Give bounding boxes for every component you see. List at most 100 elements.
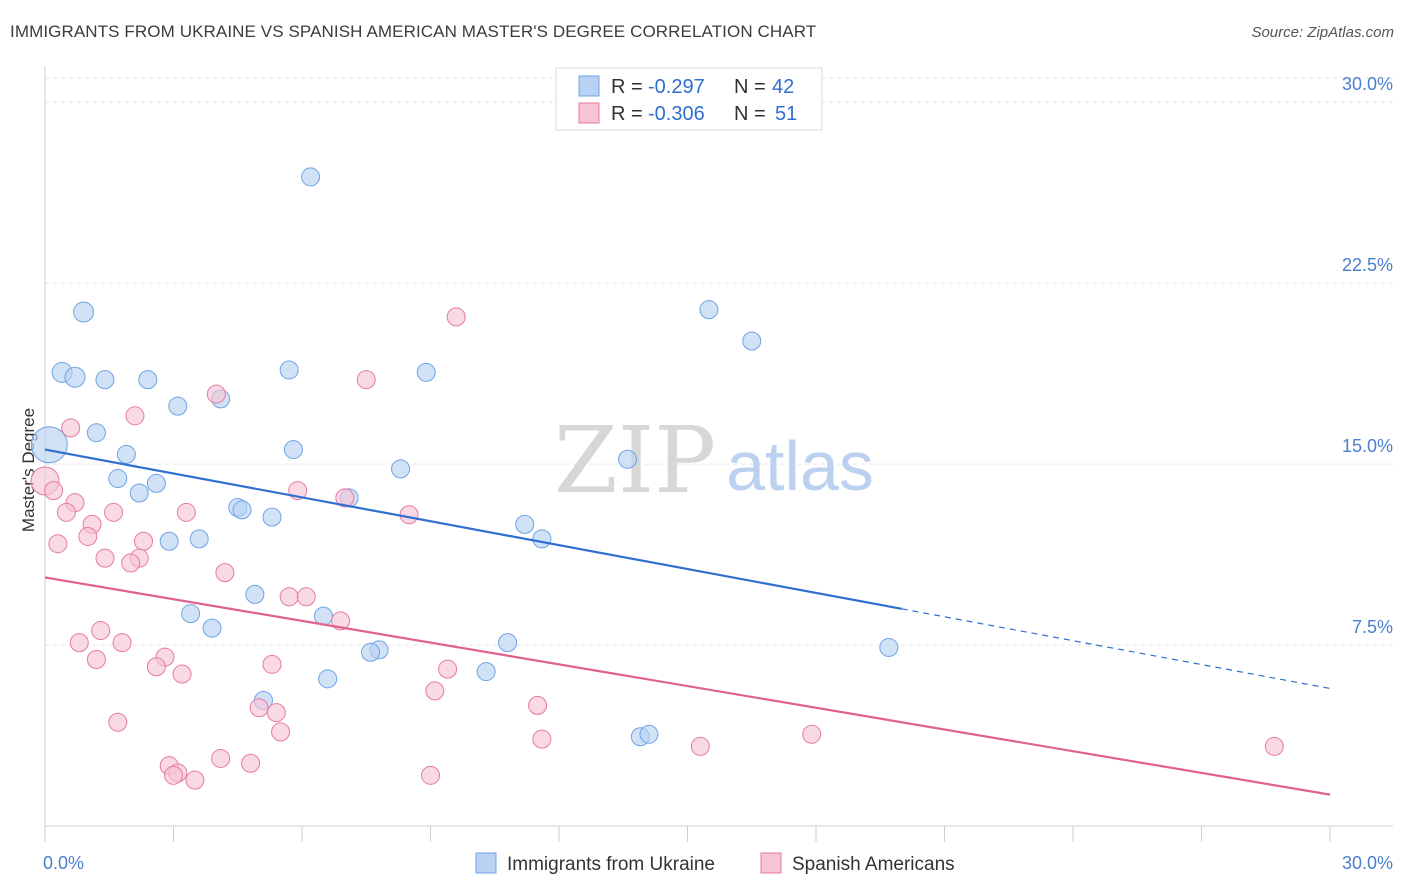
y-tick-label: 22.5% [1342, 255, 1393, 275]
ukraine-point [129, 483, 149, 503]
legend-r-label-2: R = [611, 103, 643, 125]
ukraine-point [245, 584, 265, 604]
chart-title: IMMIGRANTS FROM UKRAINE VS SPANISH AMERI… [10, 22, 817, 41]
legend-n-value-1: 42 [772, 76, 794, 98]
y-tick-labels: 7.5% 15.0% 22.5% 30.0% [1342, 74, 1393, 637]
legend-r-value-2: -0.306 [648, 103, 705, 125]
spanish-point [121, 553, 141, 573]
ukraine-trend-extension [901, 608, 1331, 690]
spanish-point [78, 526, 98, 546]
spanish-point [164, 765, 183, 785]
grid-lines [45, 77, 1393, 646]
ukraine-point [73, 301, 95, 323]
watermark: ZIP atlas [554, 407, 874, 514]
spanish-point [185, 770, 205, 790]
bottom-legend-spanish: Spanish Americans [792, 854, 955, 875]
axes [44, 66, 1393, 842]
spanish-point [399, 505, 419, 525]
ukraine-point [279, 360, 299, 380]
spanish-point [134, 531, 154, 551]
spanish-point [438, 659, 458, 679]
ukraine-point [532, 529, 552, 549]
spanish-trend-line [44, 576, 1331, 796]
stats-legend: R = -0.297 N = 42 R = -0.306 N = 51 [555, 67, 823, 131]
ukraine-point [879, 637, 899, 657]
spanish-point [241, 753, 261, 773]
spanish-point [61, 418, 81, 438]
spanish-point [421, 765, 440, 785]
spanish-point [91, 621, 111, 641]
spanish-point [125, 406, 145, 426]
chart-source: Source: ZipAtlas.com [1251, 24, 1394, 41]
spanish-point [206, 384, 226, 404]
spanish-point [532, 729, 552, 749]
x-tick-label: 0.0% [43, 853, 84, 873]
ukraine-point [138, 370, 158, 390]
ukraine-point [64, 366, 86, 388]
legend-swatch-ukraine [578, 75, 600, 97]
spanish-point [86, 650, 106, 670]
x-tick-labels: 0.0% 30.0% [43, 853, 1393, 873]
bottom-legend-swatch-spanish [760, 852, 782, 874]
ukraine-point [476, 662, 496, 682]
spanish-point [266, 703, 286, 723]
legend-box [555, 67, 823, 131]
spanish-point [56, 502, 76, 522]
ukraine-point [108, 469, 128, 489]
trend-lines [44, 448, 1331, 796]
ukraine-point [283, 440, 303, 460]
ukraine-point [159, 531, 179, 551]
x-tick-label: 30.0% [1342, 853, 1393, 873]
ukraine-point [202, 618, 222, 638]
spanish-point [262, 654, 282, 674]
spanish-point [69, 633, 89, 653]
legend-n-label-2: N = [734, 103, 766, 125]
spanish-point [146, 657, 166, 677]
ukraine-trend-line [44, 448, 902, 610]
spanish-point [446, 307, 466, 327]
spanish-point [271, 722, 291, 742]
spanish-point [172, 664, 192, 684]
ukraine-point [86, 423, 106, 443]
spanish-point [104, 502, 124, 522]
y-tick-label: 30.0% [1342, 74, 1393, 94]
legend-r-label-1: R = [611, 76, 643, 98]
ukraine-point [232, 500, 252, 520]
spanish-point [108, 712, 128, 732]
spanish-point [356, 370, 376, 390]
ukraine-point [699, 300, 719, 320]
ukraine-point [95, 370, 115, 390]
spanish-point [690, 736, 710, 756]
spanish-point [176, 502, 196, 522]
spanish-point [95, 548, 115, 568]
ukraine-point [639, 724, 659, 744]
ukraine-point [116, 444, 136, 464]
series-legend: Immigrants from Ukraine Spanish American… [475, 852, 955, 875]
ukraine-point [498, 633, 518, 653]
ukraine-point [181, 604, 201, 624]
spanish-point [335, 488, 355, 508]
spanish-point [425, 681, 445, 701]
spanish-point [215, 563, 235, 583]
spanish-point [331, 611, 351, 631]
y-tick-label: 7.5% [1352, 617, 1393, 637]
spanish-point [249, 698, 269, 718]
series-ukraine-points [30, 167, 899, 747]
spanish-point [48, 534, 68, 554]
ukraine-point [318, 669, 338, 689]
legend-swatch-spanish [578, 102, 600, 124]
ukraine-point [742, 331, 762, 351]
ukraine-point [391, 459, 411, 479]
spanish-point [211, 748, 231, 768]
bottom-legend-swatch-ukraine [475, 852, 497, 874]
series-spanish-points [30, 307, 1284, 790]
spanish-point [1264, 736, 1284, 756]
spanish-point [112, 633, 132, 653]
spanish-point [528, 695, 548, 715]
ukraine-point [30, 426, 68, 464]
ukraine-point [361, 642, 381, 662]
ukraine-point [146, 473, 166, 493]
ukraine-point [262, 507, 282, 527]
ukraine-point [189, 529, 209, 549]
